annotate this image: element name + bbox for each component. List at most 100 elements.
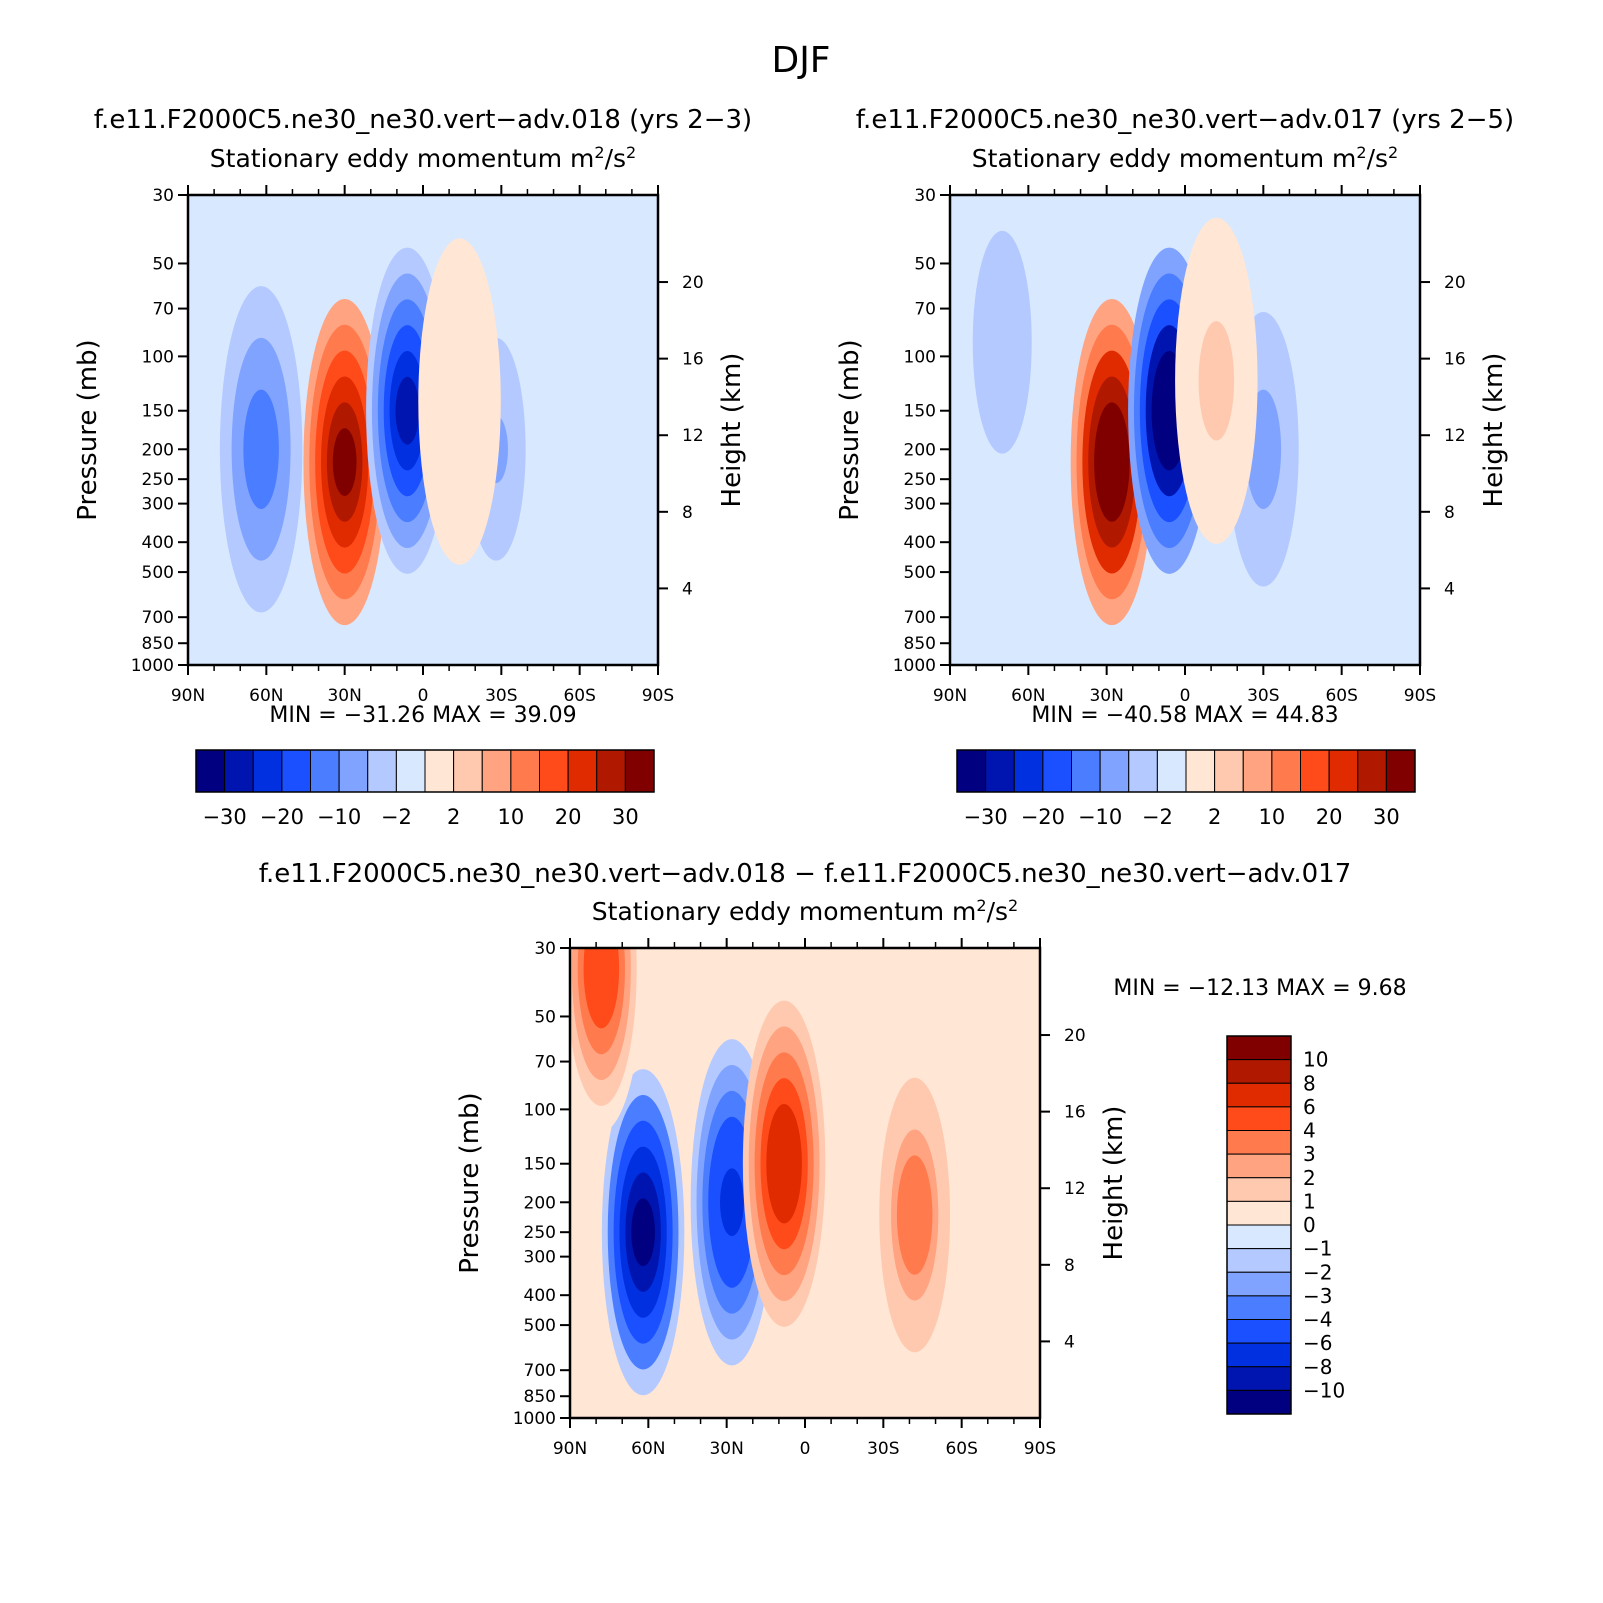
contour-blob-2 <box>332 428 357 496</box>
y-tick-label: 250 <box>524 1223 556 1243</box>
colorbar-label: 0 <box>1303 1213 1316 1237</box>
colorbar-box <box>1226 1177 1292 1202</box>
contour-blob-3 <box>772 1129 796 1198</box>
panel-subtitle: Stationary eddy momentum m2/s2 <box>210 143 636 173</box>
colorbar-label: −20 <box>260 805 304 829</box>
y-tick-label: 150 <box>524 1155 556 1175</box>
y-right-tick-label: 12 <box>1064 1179 1086 1199</box>
y-tick-label: 70 <box>914 300 936 320</box>
colorbar: −30 −20 −10 −2 2 10 20 30 <box>195 749 655 829</box>
colorbar-label: −6 <box>1303 1331 1332 1355</box>
colorbar-box <box>1156 749 1187 793</box>
contour-field <box>570 948 1040 1418</box>
x-tick-label: 90N <box>553 1439 587 1459</box>
colorbar-box <box>1242 749 1273 793</box>
colorbar-box <box>1226 1082 1292 1108</box>
colorbar-label: 10 <box>1303 1048 1328 1072</box>
panel-subtitle: Stationary eddy momentum m2/s2 <box>972 143 1398 173</box>
x-tick-label: 30S <box>867 1439 899 1459</box>
colorbar: −30 −20 −10 −2 2 10 20 30 <box>956 749 1416 829</box>
y-tick-label: 250 <box>904 470 936 490</box>
case-title: f.e11.F2000C5.ne30_ne30.vert−adv.018 − f… <box>259 859 1351 889</box>
y-right-tick-label: 4 <box>682 579 693 599</box>
contour-field <box>950 195 1420 665</box>
y-tick-label: 300 <box>524 1248 556 1268</box>
y-tick-label: 70 <box>152 300 174 320</box>
colorbar-box <box>252 749 283 793</box>
case-title: f.e11.F2000C5.ne30_ne30.vert−adv.017 (yr… <box>856 105 1514 135</box>
colorbar-box <box>453 749 483 793</box>
y-tick-label: 50 <box>152 254 174 274</box>
x-tick-label: 90N <box>933 686 967 706</box>
colorbar-box <box>1226 1366 1292 1391</box>
x-tick-label: 0 <box>418 686 429 706</box>
y-tick-label: 50 <box>914 254 936 274</box>
colorbar-label: 2 <box>1208 805 1221 829</box>
panel-3: f.e11.F2000C5.ne30_ne30.vert−adv.018 − f… <box>259 859 1407 1459</box>
y-tick-label: 850 <box>904 634 936 654</box>
y-tick-label: 200 <box>904 440 936 460</box>
y-tick-label: 850 <box>524 1387 556 1407</box>
colorbar-label: 2 <box>447 805 460 829</box>
colorbar-label: 8 <box>1303 1071 1316 1095</box>
x-tick-label: 90S <box>1404 686 1436 706</box>
colorbar-box <box>1226 1130 1292 1155</box>
colorbar-label: −2 <box>1142 805 1173 829</box>
y-tick-label: 500 <box>142 563 174 583</box>
x-tick-label: 60S <box>945 1439 977 1459</box>
y-tick-label: 700 <box>904 608 936 628</box>
colorbar-label: 30 <box>1373 805 1400 829</box>
colorbar-label: 4 <box>1303 1119 1316 1143</box>
y-tick-label: 500 <box>904 563 936 583</box>
y-tick-label: 100 <box>904 347 936 367</box>
colorbar-box <box>1328 749 1359 793</box>
colorbar-box <box>224 749 254 793</box>
y-tick-label: 30 <box>152 186 174 206</box>
x-tick-label: 60N <box>1011 686 1045 706</box>
y-tick-label: 30 <box>534 939 556 959</box>
contour-blob-4 <box>1251 415 1276 484</box>
colorbar-box <box>596 749 626 793</box>
y-right-tick-label: 20 <box>682 273 704 293</box>
colorbar-box <box>1226 1248 1292 1273</box>
colorbar-box <box>567 749 598 793</box>
colorbar-box <box>956 749 987 793</box>
contour-blob-5 <box>447 367 472 436</box>
colorbar-label: 10 <box>1259 805 1286 829</box>
y-tick-label: 150 <box>904 402 936 422</box>
y-tick-label: 1000 <box>131 656 174 676</box>
colorbar-box <box>395 749 426 793</box>
colorbar-frame <box>1226 1035 1292 1415</box>
panel-subtitle: Stationary eddy momentum m2/s2 <box>592 896 1018 926</box>
colorbar-box <box>1214 749 1244 793</box>
x-tick-label: 90S <box>1024 1439 1056 1459</box>
y-tick-label: 300 <box>904 495 936 515</box>
colorbar-box <box>1226 1319 1292 1344</box>
y-right-tick-label: 12 <box>1444 426 1466 446</box>
min-max-label: MIN = −12.13 MAX = 9.68 <box>1113 976 1406 1001</box>
colorbar-box <box>338 749 369 793</box>
x-tick-label: 60N <box>249 686 283 706</box>
y-right-tick-label: 8 <box>682 503 693 523</box>
colorbar-label: −8 <box>1303 1355 1332 1379</box>
colorbar-box <box>1226 1106 1292 1131</box>
x-tick-label: 30N <box>1089 686 1123 706</box>
colorbar-label: −4 <box>1303 1308 1332 1332</box>
colorbar-box <box>1226 1342 1292 1368</box>
colorbar-box <box>1128 749 1158 793</box>
x-tick-label: 0 <box>1180 686 1191 706</box>
y-tick-label: 200 <box>524 1193 556 1213</box>
figure-title: DJF <box>771 40 830 81</box>
colorbar-box <box>1226 1295 1292 1320</box>
colorbar-box <box>481 749 512 793</box>
y-tick-label: 400 <box>142 533 174 553</box>
y-tick-label: 400 <box>524 1286 556 1306</box>
x-tick-label: 30S <box>485 686 517 706</box>
colorbar-label: −20 <box>1021 805 1065 829</box>
colorbar-box <box>424 749 455 793</box>
y-tick-label: 30 <box>914 186 936 206</box>
y-axis-right-label: Height (km) <box>1479 353 1509 508</box>
y-axis-right-label: Height (km) <box>717 353 747 508</box>
y-right-tick-label: 16 <box>1444 350 1466 370</box>
y-tick-label: 100 <box>524 1100 556 1120</box>
